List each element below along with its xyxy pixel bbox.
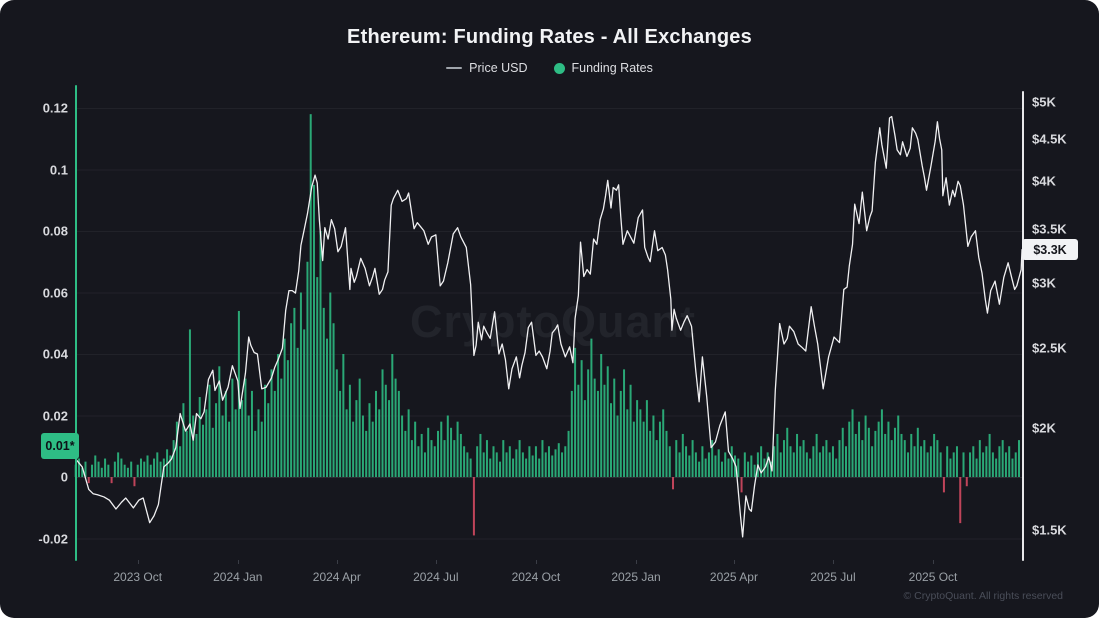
y-right-tick-label: $3.5K [1032,221,1067,237]
y-right-tick-label: $3K [1032,275,1056,291]
y-left-tick-label: 0.06 [42,285,68,300]
x-tick-label: 2024 Oct [511,570,561,584]
y-right-tick-label: $2K [1032,420,1056,435]
y-left-tick-label: 0.02 [42,408,68,423]
y-left-tick-label: 0.1 [49,162,68,177]
x-tick-label: 2025 Oct [908,570,958,584]
price-current-badge: $3.3K [1022,239,1078,261]
x-tick-label: 2023 Oct [113,570,163,584]
funding-current-badge: 0.01* [41,433,79,460]
x-tick-label: 2024 Apr [312,570,361,584]
y-left-tick-label: 0.08 [42,223,68,239]
x-tick-label: 2024 Jul [413,570,459,584]
x-tick-label: 2025 Jan [611,570,661,584]
x-tick-label: 2025 Jul [810,570,856,584]
y-right-tick-label: $1.5K [1032,522,1067,538]
y-left-tick-label: 0.12 [42,100,68,116]
copyright: © CryptoQuant. All rights reserved [903,590,1063,602]
y-left-tick-label: 0 [60,469,68,485]
y-left-tick-label: 0.04 [42,346,68,362]
x-tick-label: 2024 Jan [213,570,263,584]
y-right-tick-label: $4K [1032,173,1056,189]
y-right-tick-label: $2.5K [1032,340,1067,356]
y-right-tick-label: $4.5K [1032,131,1067,147]
x-tick-label: 2025 Apr [709,570,758,584]
y-right-tick-label: $5K [1032,94,1056,110]
y-left-tick-label: -0.02 [38,531,68,546]
